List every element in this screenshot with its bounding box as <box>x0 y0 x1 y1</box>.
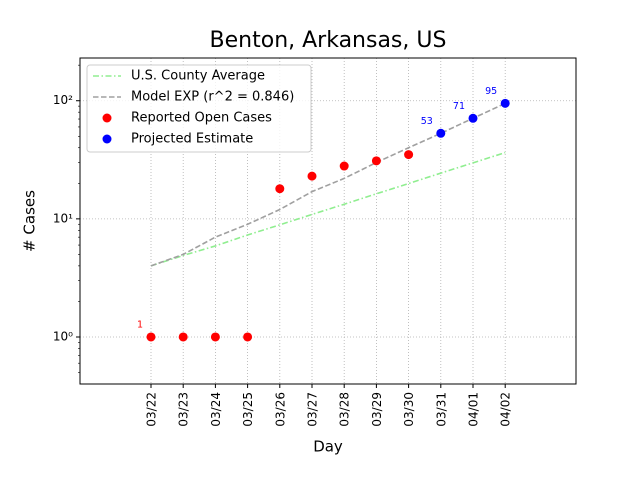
series-line <box>150 102 506 267</box>
data-point <box>243 332 253 342</box>
data-point <box>500 98 510 108</box>
chart-title: Benton, Arkansas, US <box>210 28 447 53</box>
plot-frame <box>79 57 577 385</box>
x-tick-label: 03/30 <box>402 392 416 427</box>
x-tick-label: 04/01 <box>467 392 481 427</box>
data-label: 95 <box>485 86 497 97</box>
y-tick-label: 10⁰ <box>53 329 73 343</box>
data-label: 1 <box>137 319 143 330</box>
data-point <box>210 332 220 342</box>
legend-label: Projected Estimate <box>131 132 253 147</box>
x-tick-label: 04/02 <box>499 392 513 427</box>
data-point <box>178 332 188 342</box>
x-tick-label: 03/24 <box>209 392 223 427</box>
x-tick-label: 03/29 <box>370 392 384 427</box>
data-point <box>275 184 285 194</box>
x-tick-label: 03/23 <box>177 392 191 427</box>
x-tick-label: 03/28 <box>338 392 352 427</box>
data-point <box>146 332 156 342</box>
x-tick-label: 03/27 <box>306 392 320 427</box>
data-point <box>468 113 478 123</box>
legend-label: Reported Open Cases <box>131 111 272 126</box>
legend-label: Model EXP (r^2 = 0.846) <box>131 90 294 105</box>
legend-marker <box>102 134 112 144</box>
legend-box <box>86 64 312 153</box>
x-tick-label: 03/22 <box>145 392 159 427</box>
x-tick-label: 03/25 <box>241 392 255 427</box>
x-tick-label: 03/26 <box>273 392 287 427</box>
legend-label: U.S. County Average <box>131 69 265 84</box>
y-axis-label: # Cases <box>21 190 39 252</box>
x-axis-label: Day <box>313 438 343 456</box>
y-tick-label: 10¹ <box>53 211 73 225</box>
data-label: 71 <box>453 101 465 112</box>
legend-marker <box>102 113 112 123</box>
y-tick-label: 10² <box>53 93 73 107</box>
x-tick-label: 03/31 <box>434 392 448 427</box>
series-line <box>150 151 506 267</box>
data-point <box>436 128 446 138</box>
data-label: 53 <box>421 116 433 127</box>
data-point <box>404 150 414 160</box>
data-point <box>339 161 349 171</box>
data-point <box>371 156 381 166</box>
data-point <box>307 171 317 181</box>
